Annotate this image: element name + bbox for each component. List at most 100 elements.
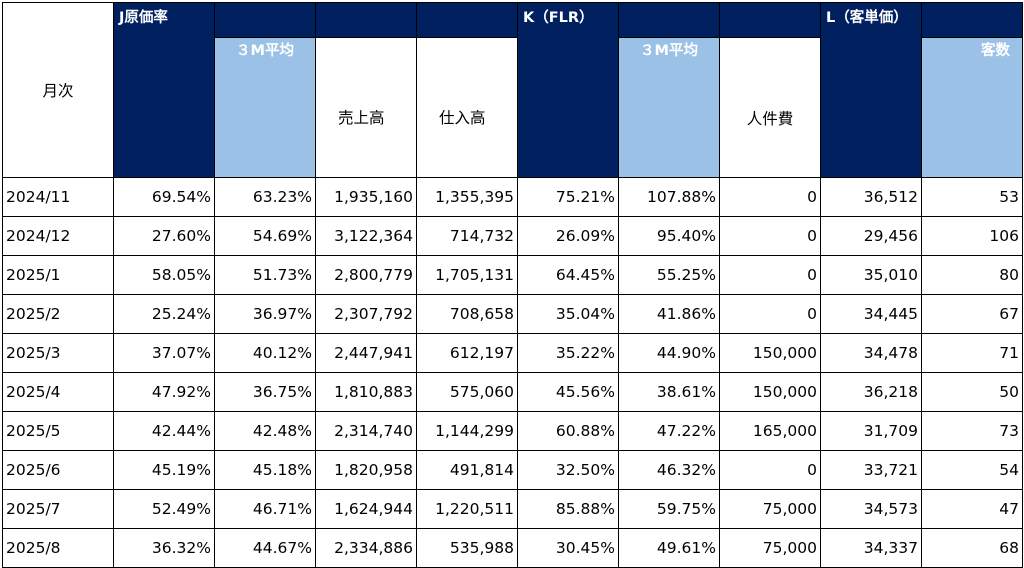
cell-purchases[interactable]: 714,732 bbox=[416, 216, 518, 256]
cell-k-rate[interactable]: 35.04% bbox=[517, 294, 619, 334]
header-labor[interactable]: 人件費 bbox=[719, 37, 821, 178]
cell-k-avg[interactable]: 41.86% bbox=[618, 294, 720, 334]
cell-month[interactable]: 2025/7 bbox=[2, 489, 114, 529]
header-cell-blank[interactable] bbox=[315, 2, 417, 38]
cell-j-avg[interactable]: 42.48% bbox=[214, 411, 316, 451]
cell-labor[interactable]: 75,000 bbox=[719, 528, 821, 568]
cell-month[interactable]: 2025/2 bbox=[2, 294, 114, 334]
cell-k-rate[interactable]: 32.50% bbox=[517, 450, 619, 490]
cell-j-avg[interactable]: 44.67% bbox=[214, 528, 316, 568]
cell-month[interactable]: 2025/5 bbox=[2, 411, 114, 451]
cell-l-price[interactable]: 31,709 bbox=[820, 411, 922, 451]
cell-j-rate[interactable]: 58.05% bbox=[113, 255, 215, 295]
cell-month[interactable]: 2025/1 bbox=[2, 255, 114, 295]
cell-l-price[interactable]: 34,445 bbox=[820, 294, 922, 334]
cell-k-rate[interactable]: 45.56% bbox=[517, 372, 619, 412]
cell-k-rate[interactable]: 35.22% bbox=[517, 333, 619, 373]
cell-sales[interactable]: 2,334,886 bbox=[315, 528, 417, 568]
cell-sales[interactable]: 2,447,941 bbox=[315, 333, 417, 373]
cell-k-rate[interactable]: 75.21% bbox=[517, 177, 619, 217]
header-cell-blank[interactable] bbox=[719, 2, 821, 38]
cell-labor[interactable]: 150,000 bbox=[719, 333, 821, 373]
cell-labor[interactable]: 0 bbox=[719, 294, 821, 334]
header-k-group[interactable]: K（FLR） bbox=[517, 2, 619, 178]
cell-sales[interactable]: 1,820,958 bbox=[315, 450, 417, 490]
header-j-group[interactable]: J原価率 bbox=[113, 2, 215, 178]
cell-purchases[interactable]: 1,705,131 bbox=[416, 255, 518, 295]
cell-l-price[interactable]: 35,010 bbox=[820, 255, 922, 295]
cell-j-rate[interactable]: 37.07% bbox=[113, 333, 215, 373]
cell-k-avg[interactable]: 47.22% bbox=[618, 411, 720, 451]
header-cell-blank[interactable] bbox=[214, 2, 316, 38]
cell-sales[interactable]: 2,800,779 bbox=[315, 255, 417, 295]
cell-l-price[interactable]: 34,478 bbox=[820, 333, 922, 373]
cell-k-rate[interactable]: 64.45% bbox=[517, 255, 619, 295]
cell-sales[interactable]: 1,624,944 bbox=[315, 489, 417, 529]
cell-purchases[interactable]: 575,060 bbox=[416, 372, 518, 412]
cell-l-price[interactable]: 29,456 bbox=[820, 216, 922, 256]
cell-customers[interactable]: 54 bbox=[921, 450, 1023, 490]
header-cell-blank[interactable] bbox=[921, 2, 1023, 38]
cell-k-avg[interactable]: 44.90% bbox=[618, 333, 720, 373]
cell-labor[interactable]: 0 bbox=[719, 216, 821, 256]
cell-labor[interactable]: 0 bbox=[719, 177, 821, 217]
header-month[interactable]: 月次 bbox=[2, 2, 114, 178]
cell-customers[interactable]: 73 bbox=[921, 411, 1023, 451]
cell-j-rate[interactable]: 45.19% bbox=[113, 450, 215, 490]
cell-sales[interactable]: 3,122,364 bbox=[315, 216, 417, 256]
cell-customers[interactable]: 80 bbox=[921, 255, 1023, 295]
header-k-avg[interactable]: ３M平均 bbox=[618, 37, 720, 178]
cell-l-price[interactable]: 33,721 bbox=[820, 450, 922, 490]
cell-customers[interactable]: 106 bbox=[921, 216, 1023, 256]
cell-j-avg[interactable]: 45.18% bbox=[214, 450, 316, 490]
cell-purchases[interactable]: 491,814 bbox=[416, 450, 518, 490]
cell-purchases[interactable]: 612,197 bbox=[416, 333, 518, 373]
cell-month[interactable]: 2025/8 bbox=[2, 528, 114, 568]
cell-purchases[interactable]: 1,220,511 bbox=[416, 489, 518, 529]
header-cell-blank[interactable] bbox=[416, 2, 518, 38]
cell-month[interactable]: 2025/3 bbox=[2, 333, 114, 373]
cell-j-avg[interactable]: 46.71% bbox=[214, 489, 316, 529]
header-customers[interactable]: 客数 bbox=[921, 37, 1023, 178]
cell-month[interactable]: 2025/4 bbox=[2, 372, 114, 412]
cell-labor[interactable]: 0 bbox=[719, 450, 821, 490]
cell-j-rate[interactable]: 36.32% bbox=[113, 528, 215, 568]
cell-month[interactable]: 2025/6 bbox=[2, 450, 114, 490]
cell-labor[interactable]: 75,000 bbox=[719, 489, 821, 529]
cell-labor[interactable]: 150,000 bbox=[719, 372, 821, 412]
cell-customers[interactable]: 67 bbox=[921, 294, 1023, 334]
cell-j-rate[interactable]: 25.24% bbox=[113, 294, 215, 334]
cell-k-avg[interactable]: 59.75% bbox=[618, 489, 720, 529]
cell-j-avg[interactable]: 40.12% bbox=[214, 333, 316, 373]
cell-l-price[interactable]: 36,512 bbox=[820, 177, 922, 217]
header-cell-blank[interactable] bbox=[618, 2, 720, 38]
cell-k-avg[interactable]: 46.32% bbox=[618, 450, 720, 490]
header-j-avg[interactable]: ３M平均 bbox=[214, 37, 316, 178]
cell-k-rate[interactable]: 60.88% bbox=[517, 411, 619, 451]
cell-purchases[interactable]: 708,658 bbox=[416, 294, 518, 334]
header-l-group[interactable]: L（客単価） bbox=[820, 2, 922, 178]
cell-j-rate[interactable]: 42.44% bbox=[113, 411, 215, 451]
cell-l-price[interactable]: 34,337 bbox=[820, 528, 922, 568]
cell-customers[interactable]: 53 bbox=[921, 177, 1023, 217]
cell-k-rate[interactable]: 26.09% bbox=[517, 216, 619, 256]
cell-month[interactable]: 2024/11 bbox=[2, 177, 114, 217]
cell-j-rate[interactable]: 69.54% bbox=[113, 177, 215, 217]
cell-j-rate[interactable]: 52.49% bbox=[113, 489, 215, 529]
cell-sales[interactable]: 2,314,740 bbox=[315, 411, 417, 451]
cell-j-avg[interactable]: 54.69% bbox=[214, 216, 316, 256]
cell-k-avg[interactable]: 55.25% bbox=[618, 255, 720, 295]
cell-k-rate[interactable]: 85.88% bbox=[517, 489, 619, 529]
cell-purchases[interactable]: 1,355,395 bbox=[416, 177, 518, 217]
cell-customers[interactable]: 47 bbox=[921, 489, 1023, 529]
header-sales[interactable]: 売上高 bbox=[315, 37, 417, 178]
cell-j-rate[interactable]: 27.60% bbox=[113, 216, 215, 256]
cell-month[interactable]: 2024/12 bbox=[2, 216, 114, 256]
cell-purchases[interactable]: 535,988 bbox=[416, 528, 518, 568]
cell-purchases[interactable]: 1,144,299 bbox=[416, 411, 518, 451]
cell-k-avg[interactable]: 38.61% bbox=[618, 372, 720, 412]
cell-l-price[interactable]: 36,218 bbox=[820, 372, 922, 412]
header-purchases[interactable]: 仕入高 bbox=[416, 37, 518, 178]
cell-k-avg[interactable]: 95.40% bbox=[618, 216, 720, 256]
cell-j-avg[interactable]: 63.23% bbox=[214, 177, 316, 217]
